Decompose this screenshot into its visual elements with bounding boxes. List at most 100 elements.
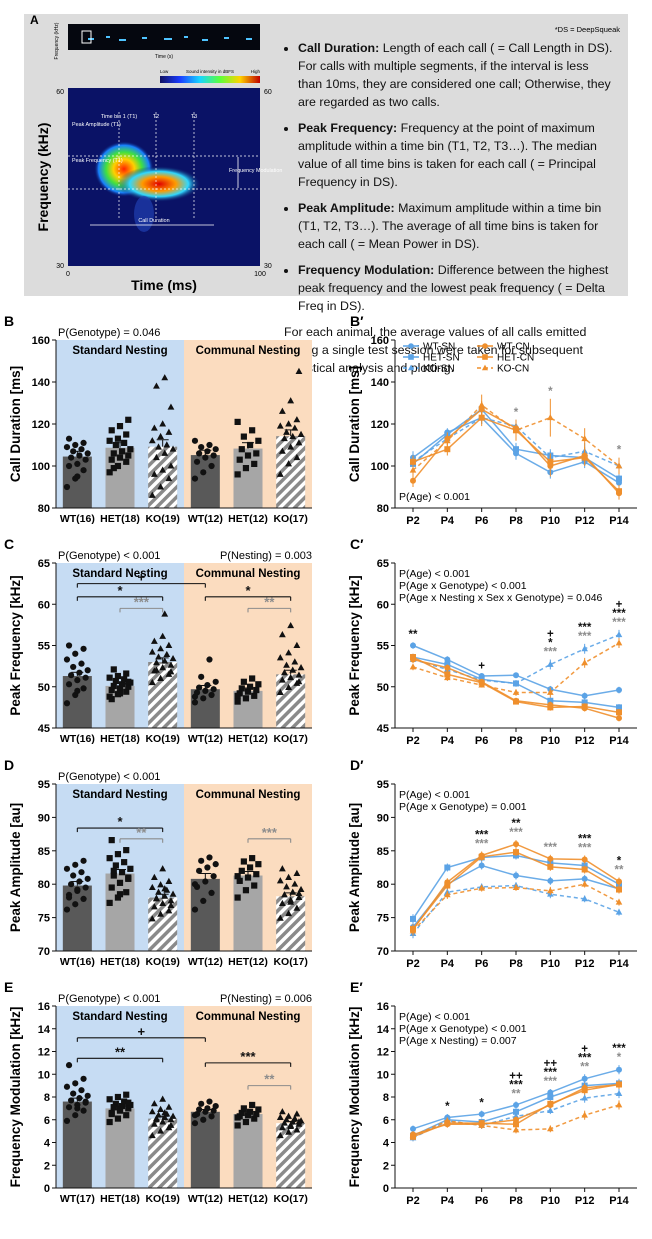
x-tick-label: KO(17) [273, 733, 307, 745]
data-point [167, 668, 175, 675]
y-tick-label: 100 [32, 461, 50, 473]
data-point [114, 462, 122, 470]
y-tick-label: 160 [32, 335, 50, 347]
data-point [70, 1090, 77, 1097]
data-point [295, 671, 303, 678]
series-point-het-sn [513, 446, 519, 453]
series-point-wt-sn [581, 875, 588, 882]
data-point [148, 915, 156, 922]
legend-label: KO-CN [497, 364, 529, 375]
y-tick-right-60: 60 [264, 89, 272, 96]
data-point [276, 877, 284, 884]
x-tick-label: WT(16) [60, 513, 95, 525]
panel-letter: E′ [350, 979, 363, 995]
data-point [204, 1105, 211, 1112]
data-point [74, 677, 81, 684]
data-point [198, 444, 205, 451]
data-point [114, 894, 122, 901]
bar-chart-D: D P(Genotype) < 0.001 Standard Nesting Comm… [4, 757, 312, 968]
bar-chart-B: B P(Genotype) = 0.046 Standard Nesting Comm… [4, 313, 312, 525]
data-point [196, 1106, 203, 1113]
y-tick-label: 65 [38, 558, 50, 570]
data-point [80, 1075, 87, 1082]
def-call-duration: Call Duration: Length of each call ( = C… [298, 40, 614, 112]
data-point [251, 1115, 258, 1122]
y-tick-label: 140 [32, 377, 50, 389]
data-point [167, 1116, 175, 1123]
data-point [236, 456, 243, 463]
y-tick-right-30: 30 [264, 263, 272, 270]
data-point [80, 857, 87, 864]
data-point [159, 632, 167, 639]
series-point-ko-cn [512, 688, 520, 695]
data-point [276, 1113, 284, 1120]
data-point [295, 678, 303, 685]
data-point [206, 656, 213, 663]
data-point [276, 1131, 284, 1139]
region-label-communal: Communal Nesting [196, 345, 301, 357]
data-point [153, 453, 160, 461]
data-point [118, 869, 126, 876]
series-point-wt-sn [616, 1066, 622, 1073]
series-point-ko-cn [547, 887, 554, 894]
data-point [240, 433, 247, 440]
x-tick-label: P2 [406, 515, 419, 527]
data-point [255, 681, 262, 688]
y-tick-label: 80 [38, 879, 50, 891]
region-label-standard: Standard Nesting [72, 789, 167, 801]
series-point-ko-cn [444, 1117, 451, 1124]
data-point [204, 448, 211, 455]
x-tick-label: KO(17) [273, 1193, 307, 1205]
data-point [157, 1105, 165, 1112]
data-point [116, 454, 124, 461]
series-point-ko-sn [512, 679, 520, 686]
sig-label: + [138, 1024, 146, 1039]
data-point [121, 439, 128, 446]
y-tick-label: 50 [377, 682, 389, 694]
data-point [289, 432, 297, 440]
series-point-het-cn [547, 863, 554, 870]
sig-label: ** [115, 1044, 126, 1059]
data-point [80, 645, 87, 652]
data-point [276, 688, 284, 696]
series-point-wt-cn [616, 715, 622, 722]
data-point [281, 891, 288, 898]
data-point [251, 460, 258, 467]
data-point [110, 1104, 117, 1111]
data-point [65, 642, 73, 649]
data-point [84, 667, 91, 674]
panel-letter: E [4, 979, 13, 995]
y-tick-label: 70 [377, 946, 389, 958]
data-point [191, 881, 199, 888]
data-point [114, 851, 122, 858]
series-point-wt-sn [513, 1101, 519, 1108]
sig-label: *** [578, 622, 592, 634]
data-point [238, 1109, 245, 1117]
data-point [121, 859, 128, 866]
data-point [82, 1098, 89, 1105]
data-point [212, 446, 219, 453]
data-point [123, 688, 130, 695]
legend-label: WT-CN [497, 342, 530, 353]
data-point [165, 641, 173, 648]
sig-label: ++ [509, 1071, 523, 1083]
legend-marker [482, 343, 488, 349]
annot-peak-amplitude: Peak Amplitude (T1) [72, 122, 121, 128]
data-point [283, 1116, 290, 1123]
series-point-het-sn [616, 704, 622, 711]
region-label-communal: Communal Nesting [196, 789, 301, 801]
data-point [163, 650, 171, 658]
data-point [114, 672, 122, 680]
x-tick-label: KO(19) [145, 513, 179, 525]
series-point-wt-sn [513, 872, 519, 879]
panel-letter: B [4, 313, 14, 329]
data-point [234, 1114, 241, 1121]
data-point [125, 874, 132, 881]
x-tick-label: P10 [541, 958, 561, 970]
annot-peak-frequency: Peak Frequency (T1) [72, 158, 123, 164]
x-tick-label: HET(12) [228, 733, 268, 745]
x-tick-label: WT(16) [60, 956, 95, 968]
x-tick-label: P12 [575, 515, 595, 527]
data-point [106, 469, 113, 476]
region-label-communal: Communal Nesting [196, 568, 301, 580]
